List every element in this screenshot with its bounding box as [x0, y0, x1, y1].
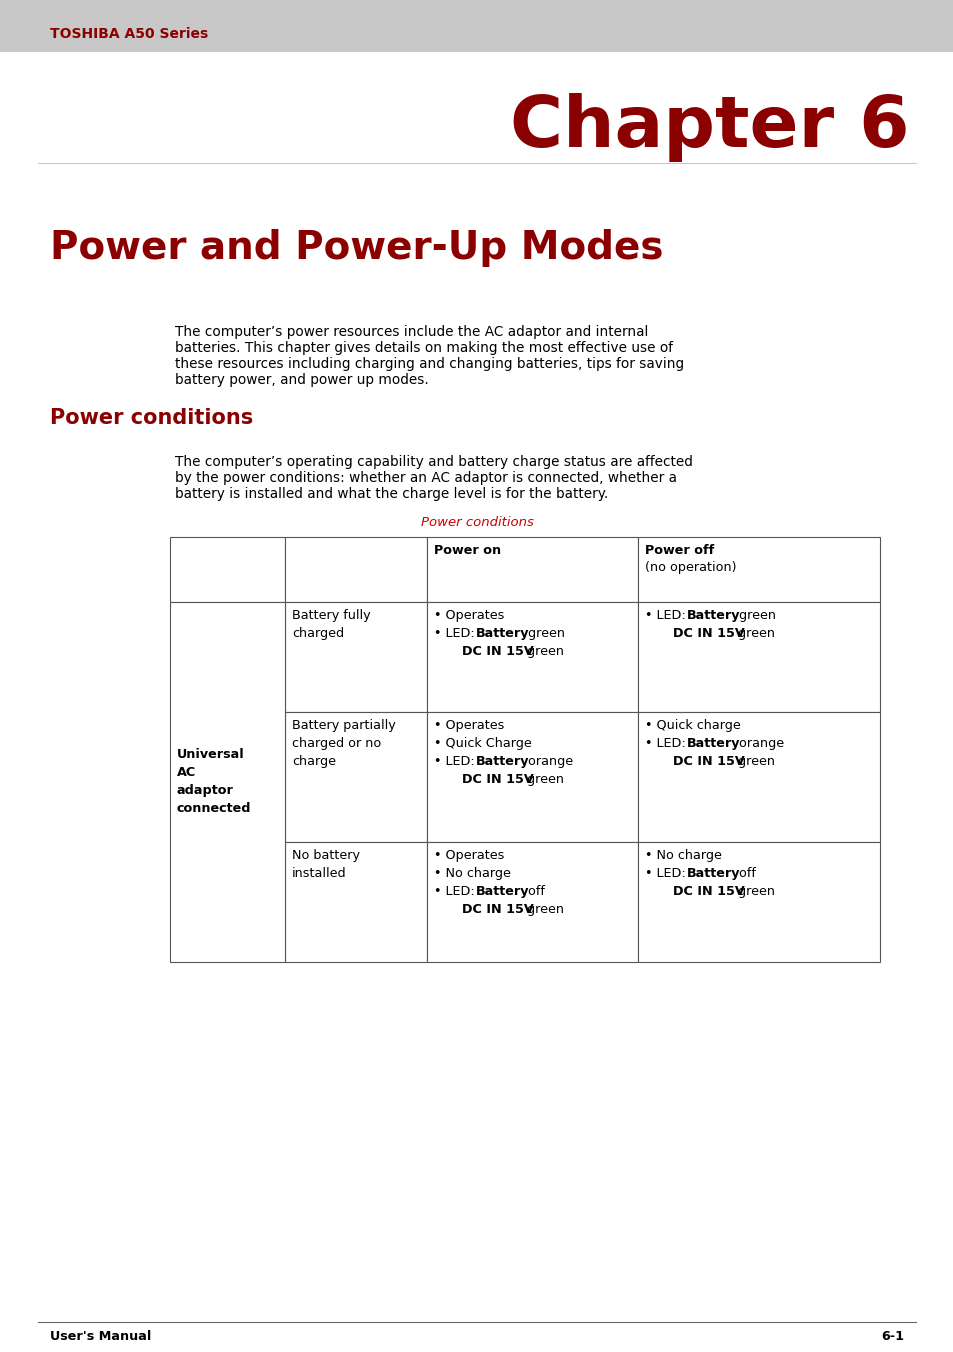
- Bar: [285, 842, 427, 963]
- Text: green: green: [734, 608, 775, 622]
- Bar: [427, 842, 638, 963]
- Text: • LED:: • LED:: [644, 608, 689, 622]
- Text: orange: orange: [523, 754, 572, 768]
- Text: batteries. This chapter gives details on making the most effective use of: batteries. This chapter gives details on…: [174, 341, 672, 356]
- Text: Battery: Battery: [686, 867, 740, 880]
- Text: off: off: [523, 886, 544, 898]
- Bar: [427, 537, 638, 602]
- Text: green: green: [522, 903, 563, 917]
- Text: DC IN 15V: DC IN 15V: [461, 903, 533, 917]
- Text: • Quick Charge: • Quick Charge: [434, 737, 531, 750]
- Bar: [0, 0, 953, 51]
- Text: green: green: [522, 773, 563, 786]
- Bar: [285, 537, 427, 602]
- Text: Battery partially
charged or no
charge: Battery partially charged or no charge: [292, 719, 395, 768]
- Text: DC IN 15V: DC IN 15V: [461, 645, 533, 658]
- Text: DC IN 15V: DC IN 15V: [461, 773, 533, 786]
- Bar: [638, 713, 879, 842]
- Text: User's Manual: User's Manual: [50, 1329, 152, 1343]
- Bar: [638, 842, 879, 963]
- Text: • Operates: • Operates: [434, 608, 504, 622]
- Text: Battery: Battery: [476, 886, 529, 898]
- Text: 6-1: 6-1: [880, 1329, 903, 1343]
- Text: TOSHIBA A50 Series: TOSHIBA A50 Series: [50, 27, 208, 41]
- Bar: [427, 713, 638, 842]
- Text: • No charge: • No charge: [644, 849, 721, 863]
- Text: DC IN 15V: DC IN 15V: [672, 754, 744, 768]
- Text: by the power conditions: whether an AC adaptor is connected, whether a: by the power conditions: whether an AC a…: [174, 470, 677, 485]
- Text: Power conditions: Power conditions: [50, 408, 253, 429]
- Text: The computer’s power resources include the AC adaptor and internal: The computer’s power resources include t…: [174, 324, 648, 339]
- Text: Power off: Power off: [644, 544, 714, 557]
- Text: green: green: [522, 645, 563, 658]
- Text: green: green: [734, 627, 775, 639]
- Text: Battery: Battery: [686, 608, 740, 622]
- Text: • LED:: • LED:: [434, 627, 478, 639]
- Text: • Operates: • Operates: [434, 719, 504, 731]
- Bar: [285, 713, 427, 842]
- Text: Battery: Battery: [476, 754, 529, 768]
- Text: these resources including charging and changing batteries, tips for saving: these resources including charging and c…: [174, 357, 683, 370]
- Bar: [427, 602, 638, 713]
- Text: green: green: [734, 886, 775, 898]
- Text: Power on: Power on: [434, 544, 500, 557]
- Text: • LED:: • LED:: [644, 867, 689, 880]
- Text: Battery: Battery: [476, 627, 529, 639]
- Text: Power conditions: Power conditions: [420, 516, 533, 530]
- Text: Universal
AC
adaptor
connected: Universal AC adaptor connected: [177, 748, 252, 815]
- Bar: [638, 602, 879, 713]
- Text: Battery fully
charged: Battery fully charged: [292, 608, 370, 639]
- Text: • No charge: • No charge: [434, 867, 511, 880]
- Text: battery power, and power up modes.: battery power, and power up modes.: [174, 373, 428, 387]
- Text: • LED:: • LED:: [644, 737, 689, 750]
- Text: • LED:: • LED:: [434, 886, 478, 898]
- Text: The computer’s operating capability and battery charge status are affected: The computer’s operating capability and …: [174, 456, 692, 469]
- Text: DC IN 15V: DC IN 15V: [672, 627, 744, 639]
- Text: battery is installed and what the charge level is for the battery.: battery is installed and what the charge…: [174, 487, 608, 502]
- Bar: [170, 602, 285, 963]
- Text: off: off: [734, 867, 755, 880]
- Text: DC IN 15V: DC IN 15V: [672, 886, 744, 898]
- Bar: [638, 537, 879, 602]
- Text: • Operates: • Operates: [434, 849, 504, 863]
- Text: No battery
installed: No battery installed: [292, 849, 359, 880]
- Text: orange: orange: [734, 737, 783, 750]
- Text: Chapter 6: Chapter 6: [510, 93, 909, 162]
- Text: • Quick charge: • Quick charge: [644, 719, 740, 731]
- Text: Battery: Battery: [686, 737, 740, 750]
- Bar: [285, 602, 427, 713]
- Text: green: green: [523, 627, 564, 639]
- Text: Power and Power-Up Modes: Power and Power-Up Modes: [50, 228, 662, 266]
- Text: (no operation): (no operation): [644, 561, 736, 575]
- Bar: [170, 537, 285, 602]
- Text: • LED:: • LED:: [434, 754, 478, 768]
- Text: green: green: [734, 754, 775, 768]
